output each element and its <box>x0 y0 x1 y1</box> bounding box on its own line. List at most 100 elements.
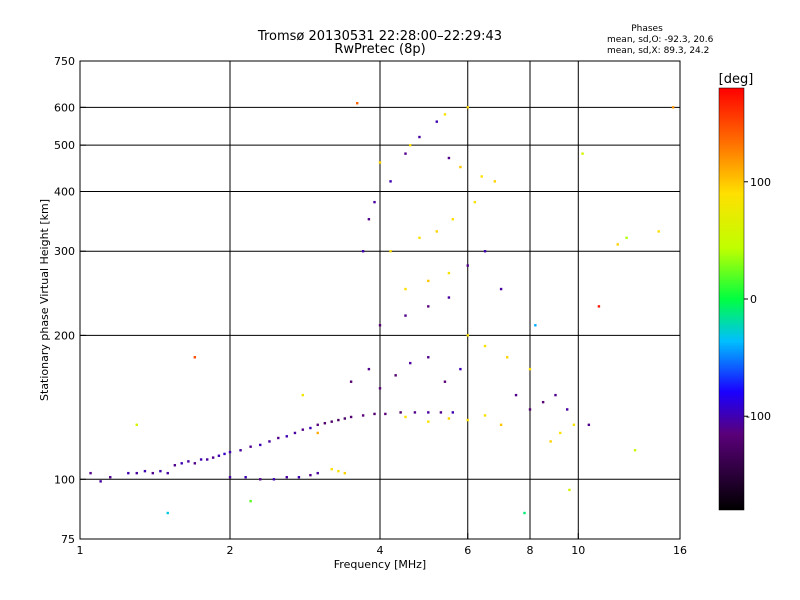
data-point <box>135 471 138 475</box>
data-point <box>483 250 487 253</box>
data-point <box>616 243 619 246</box>
y-tick-label: 400 <box>54 185 75 198</box>
data-point <box>418 135 421 139</box>
data-point <box>373 200 376 204</box>
data-point <box>427 356 430 359</box>
data-point <box>633 449 637 452</box>
data-point <box>451 218 455 221</box>
data-point <box>447 271 451 275</box>
data-point <box>413 411 417 414</box>
data-point <box>343 471 347 475</box>
data-point <box>394 374 397 377</box>
data-point <box>166 511 169 515</box>
y-tick-label: 300 <box>54 245 75 258</box>
data-point <box>427 279 430 283</box>
data-point <box>367 367 371 371</box>
y-tick-label: 600 <box>54 101 75 114</box>
data-point <box>435 120 438 123</box>
data-point <box>378 324 382 327</box>
data-point <box>143 469 147 473</box>
data-point <box>285 435 288 438</box>
data-point <box>378 161 382 164</box>
data-point <box>671 106 675 109</box>
x-tick-label: 4 <box>377 544 384 557</box>
data-point <box>404 415 407 419</box>
data-point <box>404 314 407 317</box>
data-point <box>657 230 660 233</box>
x-tick-label: 8 <box>527 544 534 557</box>
colorbar-tick-label: -100 <box>746 410 771 423</box>
data-point <box>418 236 421 240</box>
colorbar-ticks: 100 0 -100 <box>744 176 771 423</box>
data-point <box>349 380 353 383</box>
y-axis-label: Stationary phase Virtual Height [km] <box>38 199 51 401</box>
data-point <box>349 415 353 419</box>
data-point <box>259 478 262 481</box>
data-point <box>483 344 487 348</box>
data-point <box>205 458 209 461</box>
colorbar-tick-label: 100 <box>750 176 771 189</box>
data-point <box>459 367 462 371</box>
data-point <box>293 431 297 435</box>
data-point <box>473 200 477 204</box>
data-point <box>409 361 412 365</box>
colorbar-tick-label: 0 <box>750 293 757 306</box>
data-point <box>166 471 169 475</box>
data-point <box>587 423 591 427</box>
data-point <box>223 452 226 456</box>
x-axis-label: Frequency [MHz] <box>334 558 426 571</box>
data-point <box>330 420 333 423</box>
data-point <box>127 471 130 475</box>
data-point <box>409 143 412 147</box>
data-point <box>427 411 430 414</box>
x-tick-label: 10 <box>571 544 585 557</box>
chart-title: Tromsø 20130531 22:28:00–22:29:43 <box>257 29 502 44</box>
data-point <box>187 460 190 463</box>
x-tick-label: 6 <box>464 544 471 557</box>
data-point <box>404 152 407 155</box>
data-point <box>309 473 312 477</box>
data-point <box>466 334 469 337</box>
data-point <box>451 411 455 414</box>
data-point <box>89 471 92 475</box>
colorbar-label: [deg] <box>719 72 754 87</box>
data-point <box>554 393 557 397</box>
data-point <box>316 431 319 435</box>
data-point <box>193 356 197 359</box>
data-point <box>384 412 387 416</box>
data-point <box>249 499 252 503</box>
data-point <box>483 414 487 417</box>
data-point <box>173 464 177 467</box>
data-point <box>466 418 469 422</box>
data-point <box>367 218 371 221</box>
stats-line-o: mean, sd,O: -92.3, 20.6 <box>607 35 714 45</box>
data-point <box>534 324 537 327</box>
y-tick-label: 750 <box>54 55 75 68</box>
data-point <box>427 420 430 423</box>
data-point <box>259 443 262 447</box>
data-point <box>439 411 443 414</box>
data-point <box>447 296 451 299</box>
data-point <box>389 250 392 253</box>
data-point <box>316 471 319 475</box>
data-point <box>581 152 584 155</box>
y-tick-label: 100 <box>54 473 75 486</box>
y-tick-label: 75 <box>61 533 75 546</box>
x-tick-label: 2 <box>227 544 234 557</box>
data-point <box>499 423 503 427</box>
data-point <box>559 431 562 435</box>
data-point <box>378 387 382 390</box>
data-point <box>297 476 301 479</box>
data-point <box>316 423 319 427</box>
data-point <box>277 436 280 440</box>
data-point <box>549 440 552 443</box>
data-point <box>244 476 247 479</box>
data-point <box>361 250 365 253</box>
data-point <box>459 165 462 169</box>
data-point <box>404 287 407 291</box>
data-point <box>309 426 312 430</box>
y-tick-label: 500 <box>54 139 75 152</box>
data-point <box>151 471 155 475</box>
data-point <box>625 236 628 240</box>
